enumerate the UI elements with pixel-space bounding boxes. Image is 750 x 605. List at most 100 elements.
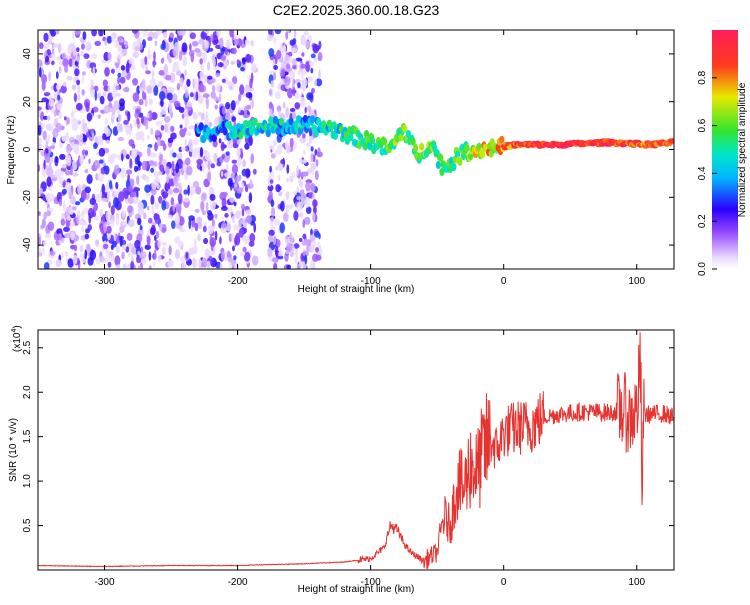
spectrogram-noise-cell	[194, 222, 199, 232]
spectrogram-noise-cell	[122, 244, 127, 250]
spectrogram-noise-cell	[181, 42, 188, 53]
spectrogram-noise-cell	[63, 226, 70, 232]
spectrogram-noise-cell	[153, 171, 159, 178]
spectrogram-noise-cell	[160, 57, 165, 64]
spectrogram-noise-cell	[310, 53, 316, 59]
spectrogram-noise-cell	[182, 55, 188, 67]
spectrogram-noise-cell	[131, 148, 137, 159]
spectrogram-noise-cell	[229, 197, 235, 203]
spectrogram-x-label: Height of straight line (km)	[298, 284, 415, 295]
spectrogram-noise-cell	[202, 52, 208, 64]
spectrogram-noise-cell	[74, 201, 81, 206]
spectrogram-noise-cell	[85, 102, 90, 113]
spectrogram-noise-cell	[268, 235, 273, 243]
spectrogram-noise-cell	[131, 143, 136, 149]
spectrogram-noise-cell	[112, 82, 119, 93]
spectrogram-ridge-cell	[238, 131, 244, 140]
spectrogram-noise-cell	[150, 187, 157, 196]
spectrogram-noise-cell	[154, 202, 159, 210]
spectrogram-noise-cell	[224, 47, 228, 56]
spectrogram-noise-cell	[197, 111, 203, 117]
spectrogram-noise-cell	[67, 44, 73, 55]
spectrogram-noise-cell	[198, 38, 205, 45]
spectrogram-noise-cell	[253, 222, 256, 233]
spectrogram-noise-cell	[290, 250, 294, 258]
spectrogram-noise-cell	[293, 243, 300, 249]
spectrogram-noise-cell	[110, 68, 115, 74]
spectrogram-noise-cell	[298, 179, 304, 188]
spectrogram-noise-cell	[68, 58, 73, 67]
spectrogram-noise-cell	[103, 125, 109, 135]
spectrogram-noise-cell	[105, 248, 110, 258]
spectrogram-noise-cell	[249, 179, 253, 188]
spectrogram-noise-cell	[70, 110, 75, 118]
spectrogram-noise-cell	[238, 218, 242, 229]
spectrogram-noise-cell	[273, 35, 277, 44]
spectrogram-noise-cell	[219, 262, 223, 269]
spectrogram-noise-cell	[198, 258, 202, 269]
spectrogram-noise-cell	[173, 100, 181, 108]
spectrogram-noise-cell	[136, 117, 140, 125]
spectrogram-noise-cell	[201, 261, 204, 268]
spectrogram-noise-cell	[99, 95, 105, 105]
spectrogram-noise-cell	[250, 40, 254, 47]
spectrogram-noise-cell	[50, 30, 56, 37]
spectrogram-noise-cell	[165, 166, 170, 176]
spectrogram-noise-cell	[188, 218, 192, 230]
spectrogram-noise-cell	[122, 263, 128, 269]
spectrogram-noise-cell	[88, 158, 91, 164]
spectrogram-noise-cell	[237, 210, 242, 218]
spectrogram-noise-cell	[55, 30, 60, 35]
spectrogram-noise-cell	[41, 81, 46, 91]
spectrogram-noise-cell	[272, 257, 279, 263]
spectrogram-noise-cell	[300, 171, 307, 177]
spectrogram-noise-cell	[158, 80, 164, 88]
spectrogram-ridge-cell	[398, 133, 404, 142]
spectrogram-noise-cell	[79, 133, 84, 140]
spectrogram-noise-cell	[94, 40, 101, 47]
spectrogram-noise-cell	[115, 62, 119, 68]
spectrogram-noise-cell	[166, 92, 173, 101]
spectrogram-noise-cell	[194, 208, 200, 213]
spectrogram-noise-cell	[198, 222, 203, 230]
spectrogram-noise-cell	[197, 94, 204, 105]
spectrogram-noise-cell	[304, 216, 311, 225]
spectrogram-noise-cell	[282, 102, 286, 109]
spectrogram-noise-cell	[190, 190, 193, 196]
spectrogram-noise-cell	[251, 98, 254, 109]
spectrogram-noise-cell	[307, 75, 313, 83]
spectrogram-ridge-cell	[288, 117, 294, 126]
spectrogram-noise-cell	[150, 194, 155, 206]
colorbar-ticks: 0.0 0.2 0.4 0.6 0.8	[697, 70, 717, 276]
spectrogram-noise-cell	[236, 187, 243, 194]
spectrogram-noise-cell	[145, 119, 149, 130]
spectrogram-noise-cell	[113, 164, 120, 176]
snr-x-tick-label: -100	[361, 577, 381, 588]
spectrogram-noise-cell	[305, 206, 312, 214]
spectrogram-noise-cell	[312, 212, 316, 222]
spectrogram-noise-cell	[95, 193, 103, 202]
spectrogram-noise-cell	[280, 200, 285, 212]
spectrogram-noise-cell	[70, 195, 76, 205]
spectrogram-noise-cell	[129, 178, 135, 188]
spectrogram-noise-cell	[298, 212, 304, 218]
spectrogram-noise-cell	[310, 67, 314, 74]
spectrogram-noise-cell	[244, 84, 250, 93]
spectrogram-noise-cell	[154, 213, 160, 219]
spectrogram-noise-cell	[235, 232, 240, 244]
spectrogram-noise-cell	[134, 239, 141, 249]
spectrogram-noise-cell	[271, 207, 276, 217]
spectrogram-noise-cell	[137, 251, 141, 256]
spectrogram-noise-cell	[179, 228, 186, 233]
snr-y-multiplier: (x104)	[11, 325, 23, 352]
spectrogram-noise-cell	[127, 205, 133, 214]
spectrogram-noise-cell	[167, 137, 174, 144]
spectrogram-noise-cell	[110, 205, 115, 216]
spectrogram-noise-cell	[310, 152, 314, 163]
spectrogram-noise-cell	[115, 85, 120, 90]
spectrogram-noise-cell	[248, 135, 253, 146]
spectrogram-ridge-cell	[363, 130, 370, 138]
spectrogram-noise-cell	[103, 105, 111, 114]
spectrogram-noise-cell	[296, 196, 302, 201]
